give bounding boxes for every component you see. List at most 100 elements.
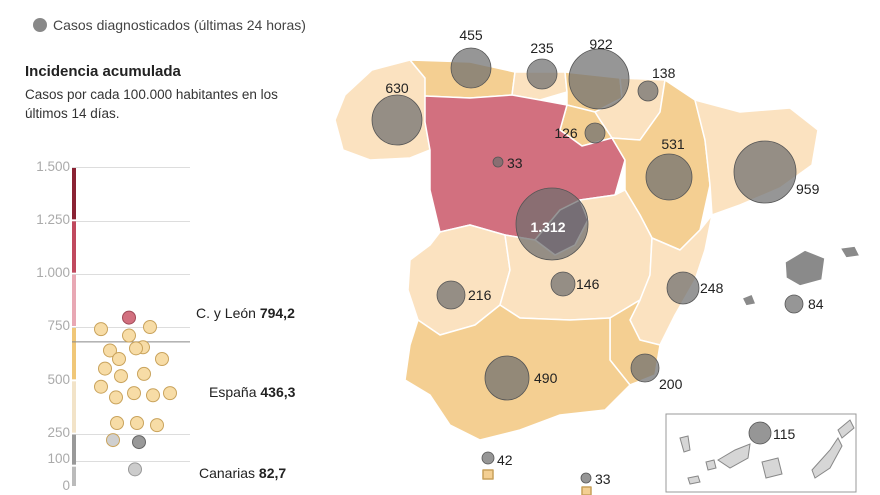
region-baleares-menorca: [839, 245, 861, 259]
case-bubble-label: 959: [796, 181, 820, 197]
case-bubble: [637, 80, 659, 102]
gridline: [72, 461, 190, 462]
case-bubble-label: 216: [468, 287, 492, 303]
case-bubble-label: 200: [659, 376, 683, 392]
scale-band: [72, 328, 76, 380]
y-tick-750: 750: [47, 318, 70, 333]
region-dot: [129, 341, 143, 356]
case-bubble-label: 115: [773, 426, 796, 442]
region-dot: [146, 388, 160, 403]
region-dot: [143, 320, 157, 334]
y-tick-100: 100: [47, 451, 70, 466]
region-dot: [150, 418, 164, 433]
case-bubble: [492, 156, 504, 168]
case-bubble-label: 146: [576, 276, 600, 292]
highlight-dot: [128, 462, 142, 477]
case-bubble: [645, 153, 693, 201]
case-bubble-label: 490: [534, 370, 558, 386]
annotation-cyleon-name: C. y León: [196, 305, 256, 321]
region-dot: [106, 433, 120, 448]
case-bubble-label: 248: [700, 280, 724, 296]
region-dot: [130, 416, 144, 430]
island-fuerteventura: [811, 437, 843, 479]
region-dot: [94, 379, 108, 394]
scale-band: [72, 168, 76, 220]
y-tick-0: 0: [62, 478, 70, 493]
region-ceuta: [482, 469, 494, 480]
case-bubble: [748, 421, 772, 445]
annotation-canarias-value: 82,7: [258, 465, 287, 481]
legend-label: Casos diagnosticados (últimas 24 horas): [53, 17, 306, 33]
scale-band: [72, 274, 76, 326]
island-hierro: [687, 475, 701, 485]
highlight-dot: [122, 310, 136, 325]
legend-circle-icon: [33, 18, 47, 32]
case-bubble-label: 126: [554, 125, 578, 141]
region-dot: [132, 435, 146, 450]
region-dot: [94, 322, 108, 337]
region-dot: [103, 343, 117, 358]
case-bubble-label: 33: [595, 471, 611, 487]
case-bubble: [733, 140, 797, 204]
case-bubble: [371, 94, 423, 146]
y-tick-250: 250: [47, 425, 70, 440]
scale-band: [72, 466, 76, 486]
case-bubble-label: 42: [497, 452, 513, 468]
case-bubble: [580, 472, 592, 484]
case-bubble-label: 235: [530, 40, 554, 56]
island-gomera: [705, 459, 717, 471]
region-dot: [112, 352, 126, 366]
case-bubble: [481, 451, 495, 465]
region-dot: [127, 386, 141, 401]
case-bubble: [568, 48, 630, 110]
region-dot: [110, 416, 124, 430]
island-grancanaria: [761, 457, 783, 479]
case-bubble: [666, 271, 700, 305]
y-tick-1250: 1.250: [36, 212, 70, 227]
annotation-cyleon-value: 794,2: [259, 305, 295, 321]
case-bubble: [484, 355, 530, 401]
case-bubble-label: 138: [652, 65, 676, 81]
gridline: [72, 327, 190, 328]
gridline: [72, 274, 190, 275]
map-legend: Casos diagnosticados (últimas 24 horas): [33, 17, 306, 33]
case-bubble: [436, 280, 466, 310]
canarias-inset-frame: [665, 413, 857, 493]
case-bubble-label: 630: [385, 80, 409, 96]
case-bubble: [784, 294, 804, 314]
y-tick-1500: 1.500: [36, 159, 70, 174]
case-bubble-label: 33: [507, 155, 523, 171]
region-dot: [122, 328, 136, 343]
region-baleares-mallorca: [784, 249, 826, 287]
gridline: [72, 167, 190, 168]
annotation-cyleon: C. y León 794,2: [196, 305, 295, 321]
gridline: [72, 434, 190, 435]
island-lanzarote: [837, 419, 855, 439]
region-dot: [98, 361, 112, 376]
region-dot: [114, 369, 128, 384]
region-dot: [137, 366, 151, 381]
y-tick-1000: 1.000: [36, 265, 70, 280]
annotation-espana: España 436,3: [209, 384, 295, 400]
case-bubble: [630, 353, 660, 383]
region-dot: [109, 390, 123, 405]
y-tick-500: 500: [47, 372, 70, 387]
annotation-canarias: Canarias 82,7: [199, 465, 286, 481]
case-bubble: [526, 58, 558, 90]
region-baleares-ibiza: [741, 293, 757, 307]
annotation-canarias-name: Canarias: [199, 465, 256, 481]
gridline: [72, 221, 190, 222]
island-lapalma: [679, 435, 691, 453]
case-bubble: [550, 271, 576, 297]
region-dot: [155, 352, 169, 366]
case-bubble-label: 455: [459, 27, 483, 43]
case-bubble-label: 922: [589, 36, 613, 52]
case-bubble-label: 531: [661, 136, 685, 152]
island-tenerife: [717, 443, 751, 469]
case-bubble-label: 1.312: [530, 219, 565, 235]
chart-title: Incidencia acumulada: [25, 63, 181, 80]
case-bubble: [515, 187, 589, 261]
chart-subtitle: Casos por cada 100.000 habitantes en los…: [25, 87, 278, 121]
